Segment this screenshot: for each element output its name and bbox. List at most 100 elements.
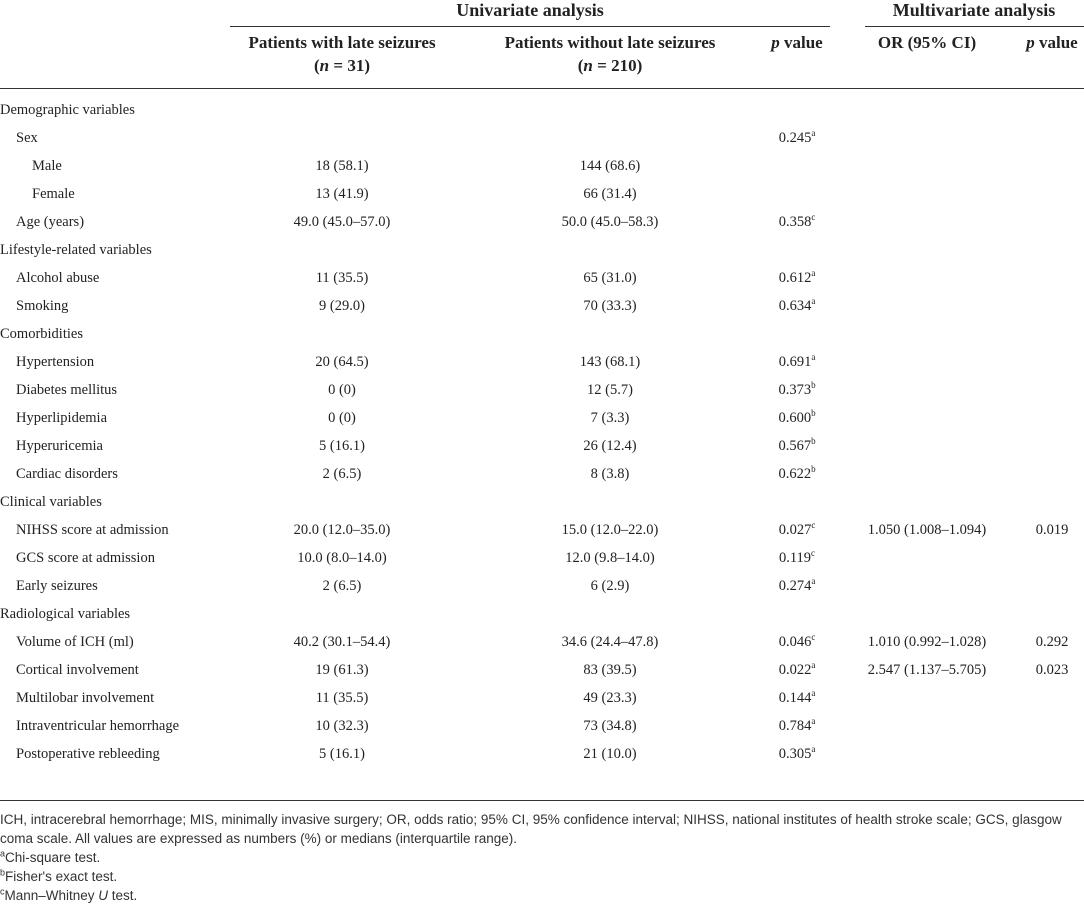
cell-value: 0.027 <box>778 522 812 538</box>
row-label: Hyperlipidemia <box>16 410 108 426</box>
footnote-mark: b <box>0 867 6 878</box>
cell: 20.0 (12.0–35.0) <box>294 520 391 540</box>
cell: 0.305a <box>779 744 816 764</box>
text-run: Fisher's exact test. <box>5 869 118 884</box>
column-header: Patients with late seizures <box>248 33 435 53</box>
cell-value: 10 (32.3) <box>315 718 369 734</box>
cell: 5 (16.1) <box>319 436 365 456</box>
footnote: aChi-square test. <box>0 848 1080 867</box>
cell-value: 49 (23.3) <box>583 690 637 706</box>
column-header: (n = 210) <box>578 56 643 76</box>
group-title: Univariate analysis <box>456 0 604 20</box>
cell-value: 12 (5.7) <box>587 382 633 398</box>
row-label: Hyperuricemia <box>16 438 103 454</box>
section-title: Lifestyle-related variables <box>0 242 152 258</box>
text-run: Mann–Whitney <box>4 888 99 903</box>
footnotes: ICH, intracerebral hemorrhage; MIS, mini… <box>0 810 1080 905</box>
cell-value: 0.144 <box>778 690 812 706</box>
cell: 0 (0) <box>328 380 356 400</box>
cell-value: 0.784 <box>778 718 812 734</box>
group-rule <box>230 26 830 27</box>
cell-value: 34.6 (24.4–47.8) <box>561 634 659 650</box>
cell: 0.358c <box>779 212 816 232</box>
cell: 50.0 (45.0–58.3) <box>562 212 659 232</box>
cell: 0.634a <box>779 296 816 316</box>
cell-note: c <box>811 632 816 643</box>
section-title: Demographic variables <box>0 102 135 118</box>
cell-value: 12.0 (9.8–14.0) <box>565 550 655 566</box>
cell-note: a <box>811 660 816 671</box>
text-run: = 31) <box>329 56 370 75</box>
cell-value: 21 (10.0) <box>583 746 637 762</box>
cell-value: 0.022 <box>778 662 812 678</box>
row-label: Multilobar involvement <box>16 690 155 706</box>
cell-value: 0.612 <box>778 270 812 286</box>
cell-value: 0.358 <box>778 214 812 230</box>
cell-value: 2.547 (1.137–5.705) <box>867 662 987 678</box>
row-label: Female <box>32 186 75 202</box>
cell-value: 66 (31.4) <box>583 186 637 202</box>
cell-value: 0.023 <box>1035 662 1069 678</box>
cell-value: 40.2 (30.1–54.4) <box>293 634 391 650</box>
section-title: Comorbidities <box>0 326 83 342</box>
column-header: OR (95% CI) <box>878 33 976 53</box>
cell: 0 (0) <box>328 408 356 428</box>
cell-value: 0.691 <box>778 354 812 370</box>
column-header: Patients without late seizures <box>505 33 716 53</box>
cell: 143 (68.1) <box>580 352 640 372</box>
cell: 83 (39.5) <box>583 660 636 680</box>
footnote: cMann–Whitney U test. <box>0 886 1080 905</box>
cell: 11 (35.5) <box>316 688 369 708</box>
footnote: bFisher's exact test. <box>0 867 1080 886</box>
text-run: U <box>98 888 109 903</box>
cell-value: 19 (61.3) <box>315 662 369 678</box>
cell-value: 18 (58.1) <box>315 158 369 174</box>
cell-note: b <box>811 436 816 447</box>
cell: 0.373b <box>778 380 815 400</box>
cell: 2.547 (1.137–5.705) <box>868 660 986 680</box>
cell: 21 (10.0) <box>583 744 636 764</box>
cell-value: 143 (68.1) <box>579 354 641 370</box>
text-run: = 210) <box>592 56 643 75</box>
cell-value: 13 (41.9) <box>315 186 369 202</box>
cell-note: a <box>811 688 816 699</box>
cell-value: 0.046 <box>778 634 812 650</box>
cell: 9 (29.0) <box>319 296 365 316</box>
cell: 0.019 <box>1036 520 1069 540</box>
row-label: Hypertension <box>16 354 95 370</box>
row-label: Intraventricular hemorrhage <box>16 718 180 734</box>
cell-value: 0.245 <box>778 130 812 146</box>
cell: 0.567b <box>778 436 815 456</box>
cell-note: b <box>811 464 816 475</box>
cell: 0.612a <box>779 268 816 288</box>
cell: 26 (12.4) <box>583 436 636 456</box>
cell-value: 0 (0) <box>328 410 356 426</box>
cell: 70 (33.3) <box>583 296 636 316</box>
cell-value: 6 (2.9) <box>590 578 630 594</box>
cell: 0.027c <box>779 520 816 540</box>
row-label: Volume of ICH (ml) <box>16 634 134 650</box>
cell-note: b <box>811 408 816 419</box>
cell-value: 0.600 <box>778 410 812 426</box>
text-run: p <box>771 33 780 52</box>
footnote-mark: c <box>0 886 5 897</box>
cell-value: 2 (6.5) <box>322 578 362 594</box>
text-run: n <box>583 56 593 75</box>
cell-note: a <box>811 744 816 755</box>
text-run: Chi-square test. <box>5 850 101 865</box>
cell-value: 49.0 (45.0–57.0) <box>293 214 391 230</box>
text-run: OR (95% CI) <box>877 33 977 52</box>
cell-value: 10.0 (8.0–14.0) <box>297 550 387 566</box>
cell: 10 (32.3) <box>315 716 368 736</box>
cell: 0.245a <box>779 128 816 148</box>
cell-value: 0.373 <box>778 382 812 398</box>
cell-note: a <box>811 128 816 139</box>
cell: 1.010 (0.992–1.028) <box>868 632 986 652</box>
cell: 40.2 (30.1–54.4) <box>294 632 391 652</box>
cell-value: 2 (6.5) <box>322 466 362 482</box>
cell-value: 0.634 <box>778 298 812 314</box>
cell: 5 (16.1) <box>319 744 365 764</box>
cell: 2 (6.5) <box>323 464 362 484</box>
cell: 0.274a <box>779 576 816 596</box>
